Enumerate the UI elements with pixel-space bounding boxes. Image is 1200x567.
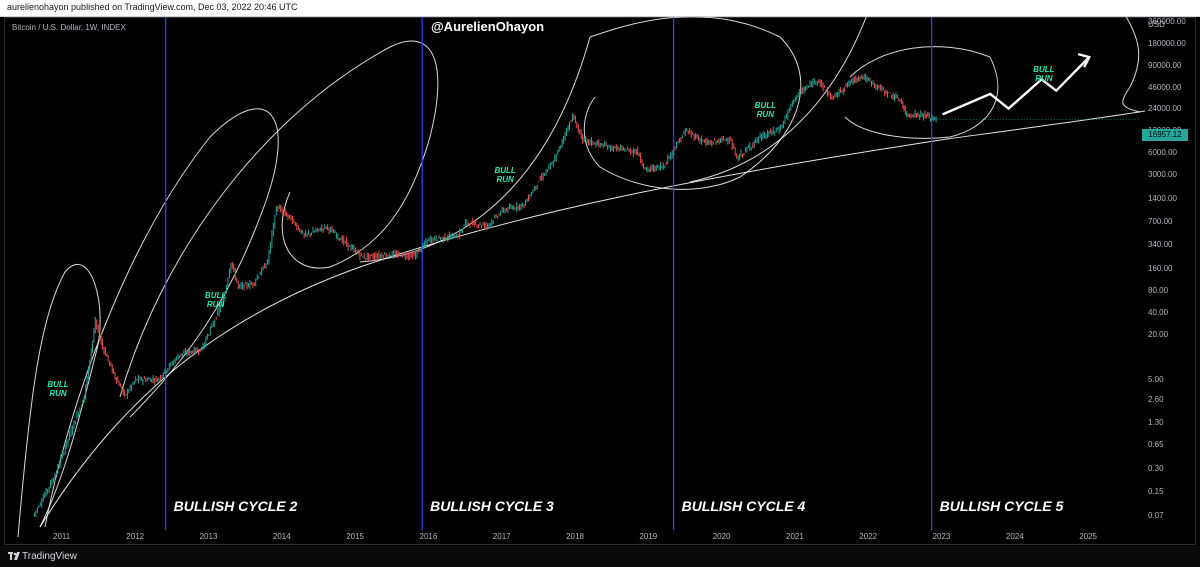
bull-run-annotation-2: BULL RUN — [204, 290, 227, 309]
y-tick-label: 0.30 — [1148, 464, 1164, 474]
y-tick-label: 1.30 — [1148, 417, 1164, 427]
x-tick-label: 2015 — [346, 532, 364, 541]
brand-name: TradingView — [22, 551, 78, 562]
cycle-arc-6 — [689, 17, 867, 183]
tradingview-logo-icon — [8, 552, 20, 560]
x-tick-label: 2023 — [932, 532, 951, 541]
log-support-curve — [39, 110, 1146, 528]
candles — [33, 73, 937, 517]
y-tick-label: 24000.00 — [1148, 103, 1182, 113]
price-chart[interactable] — [0, 17, 1200, 547]
cycle-label-5: BULLISH CYCLE 5 — [939, 498, 1064, 514]
publish-line: aurelienohayon published on TradingView.… — [7, 2, 298, 12]
chart-frame — [4, 17, 1196, 545]
x-tick-label: 2016 — [419, 532, 438, 541]
y-tick-label: 40.00 — [1148, 308, 1169, 318]
y-tick-label: 2.60 — [1148, 395, 1164, 405]
cycle-label-3: BULLISH CYCLE 3 — [430, 498, 554, 514]
cycle-arc-5 — [583, 17, 802, 190]
x-tick-label: 2018 — [566, 532, 584, 541]
x-tick-label: 2022 — [859, 532, 878, 541]
y-tick-label: 80.00 — [1148, 285, 1169, 295]
x-tick-label: 2017 — [492, 532, 511, 541]
y-tick-label: 20.00 — [1148, 330, 1169, 340]
x-tick-label: 2020 — [712, 532, 731, 541]
projection-path — [942, 56, 1091, 116]
y-tick-label: 6000.00 — [1148, 147, 1177, 157]
bull-run-annotation-4: BULL RUN — [754, 101, 776, 120]
cycle-arc-1 — [17, 264, 101, 538]
cycle-arc-8 — [1122, 17, 1141, 113]
y-axis-unit: USD — [1148, 20, 1165, 29]
y-tick-label: 0.15 — [1148, 486, 1164, 496]
x-tick-label: 2021 — [786, 532, 804, 541]
cycle-arc-7 — [844, 46, 999, 139]
x-tick-label: 2013 — [199, 532, 218, 541]
cycle-arc-2 — [44, 108, 279, 528]
cycle-arc-4 — [359, 36, 591, 263]
y-tick-label: 46000.00 — [1148, 82, 1182, 92]
y-tick-label: 5.00 — [1148, 374, 1164, 384]
y-tick-label: 3000.00 — [1148, 170, 1177, 180]
cycle-label-4: BULLISH CYCLE 4 — [681, 498, 806, 514]
footer-bar: TradingView — [0, 546, 1200, 567]
cycle-arc-3 — [119, 40, 439, 398]
bull-run-annotation-3: BULL RUN — [494, 165, 516, 184]
y-tick-label: 180000.00 — [1148, 39, 1186, 49]
y-tick-label: 90000.00 — [1148, 61, 1182, 71]
y-tick-label: 0.65 — [1148, 439, 1164, 449]
author-watermark: @AurelienOhayon — [431, 19, 545, 34]
y-tick-label: 340.00 — [1148, 239, 1173, 249]
projection-arrowhead-icon — [1077, 52, 1091, 68]
x-tick-label: 2011 — [53, 532, 71, 541]
symbol-label: Bitcoin / U.S. Dollar, 1W, INDEX — [12, 23, 126, 32]
x-tick-label: 2025 — [1079, 532, 1097, 541]
x-tick-label: 2019 — [639, 532, 658, 541]
bull-run-annotation-1: BULL RUN — [47, 379, 69, 398]
publish-header: aurelienohayon published on TradingView.… — [0, 0, 1200, 17]
cycle-label-2: BULLISH CYCLE 2 — [173, 498, 298, 514]
x-tick-label: 2014 — [272, 532, 291, 541]
x-tick-label: 2012 — [126, 532, 145, 541]
y-tick-label: 0.07 — [1148, 511, 1164, 520]
bull-run-annotation-5: BULL RUN — [1033, 64, 1055, 83]
y-tick-label: 160.00 — [1148, 263, 1173, 273]
y-tick-label: 700.00 — [1148, 216, 1173, 226]
y-tick-label: 1400.00 — [1148, 194, 1177, 204]
x-tick-label: 2024 — [1005, 532, 1024, 541]
last-price-badge: 16957.12 — [1142, 129, 1188, 141]
y-tick-label: 360000.00 — [1148, 17, 1186, 26]
